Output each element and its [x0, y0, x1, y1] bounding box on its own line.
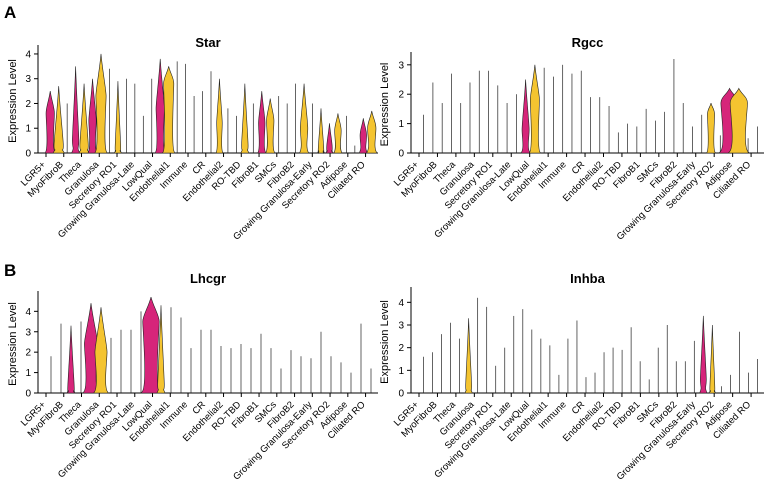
violin-shape [299, 83, 309, 154]
violin-shape [140, 296, 162, 394]
violin-shape [528, 64, 541, 154]
chart-title: Star [195, 35, 220, 50]
violin-shape [464, 318, 473, 394]
panel-letter-b: B [4, 261, 16, 280]
y-tick-label: 0 [25, 149, 31, 160]
violin-shape [156, 305, 166, 394]
y-axis-label: Expression Level [7, 302, 19, 386]
y-tick-label: 0 [398, 149, 404, 160]
violin-shape [727, 87, 750, 154]
violin-shape [257, 91, 267, 154]
y-tick-label: 3 [398, 321, 404, 332]
violin-shape [154, 58, 166, 154]
violin-shape [325, 123, 334, 154]
y-tick-label: 0 [398, 389, 404, 400]
violin-shape [162, 66, 176, 154]
chart-lhcgr: Lhcgr Expression Level 01234LGR5+MyoFibr… [7, 271, 378, 483]
y-tick-label: 1 [25, 124, 31, 135]
violin-shape [706, 102, 716, 154]
violin-shape [240, 83, 250, 154]
violin-shape [366, 110, 378, 154]
violin-shape [94, 53, 108, 154]
y-axis-label: Expression Level [379, 300, 391, 384]
y-tick-label: 2 [25, 348, 31, 359]
y-tick-label: 2 [25, 99, 31, 110]
violin-shape [333, 113, 343, 154]
violin-shape [265, 98, 276, 154]
y-axis-label: Expression Level [7, 59, 19, 143]
y-tick-label: 3 [25, 74, 31, 85]
violin-shape [52, 86, 65, 154]
y-tick-label: 1 [398, 366, 404, 377]
violin-shape [78, 83, 90, 154]
y-axis-label: Expression Level [379, 63, 391, 147]
violin-shape [87, 78, 98, 154]
y-tick-label: 3 [398, 60, 404, 71]
y-tick-label: 2 [398, 90, 404, 101]
y-tick-label: 1 [25, 368, 31, 379]
violin-shape [93, 307, 109, 394]
chart-inhba: Inhba Expression Level 01234LGR5+MyoFibr… [379, 271, 764, 483]
y-tick-label: 4 [398, 298, 404, 309]
violin-shape [520, 79, 531, 154]
chart-title: Lhcgr [190, 271, 226, 286]
y-tick-label: 1 [398, 119, 404, 130]
violin-shape [44, 91, 56, 154]
violin-shape [317, 108, 325, 154]
violin-shape [66, 325, 76, 394]
chart-title: Rgcc [572, 35, 604, 50]
chart-title: Inhba [570, 271, 605, 286]
y-tick-label: 2 [398, 343, 404, 354]
violin-shape [358, 118, 368, 154]
violin-shape [699, 315, 708, 394]
violin-shape [708, 324, 716, 394]
y-tick-label: 4 [25, 49, 31, 60]
panel-letter-a: A [4, 3, 16, 22]
violin-shape [215, 78, 224, 154]
violin-shape [71, 66, 80, 154]
chart-star: Star Expression Level 01234LGR5+MyoFibro… [7, 35, 378, 243]
violin-shape [114, 81, 122, 154]
y-tick-label: 4 [25, 307, 31, 318]
chart-rgcc: Rgcc Expression Level 0123LGR5+MyoFibroB… [379, 35, 764, 243]
y-tick-label: 3 [25, 327, 31, 338]
y-tick-label: 0 [25, 389, 31, 400]
